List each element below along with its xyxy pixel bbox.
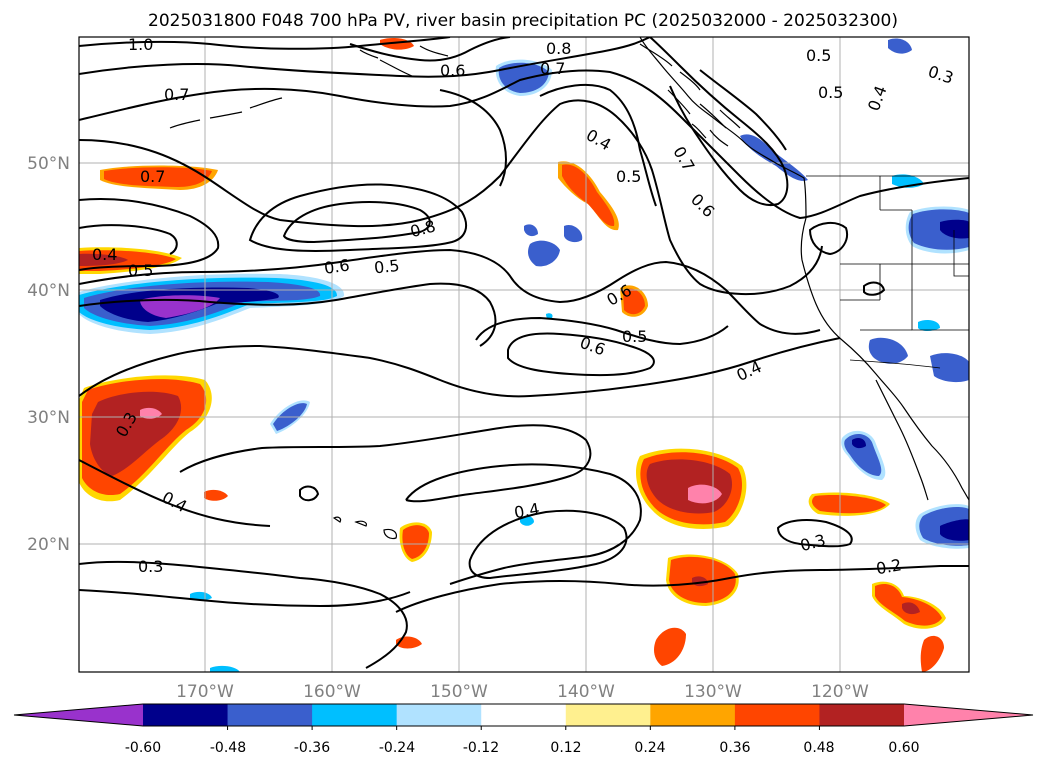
colorbar-segment [396, 704, 482, 726]
precip-positive-west-30n [79, 375, 212, 502]
colorbar-segment [819, 704, 905, 726]
map-frame [78, 36, 970, 673]
contour-label: 0.5 [128, 261, 153, 280]
colorbar-segment [227, 704, 313, 726]
precip-negative-west-us [905, 206, 969, 254]
precip-negative-40n-170w [79, 273, 345, 334]
precip-positive-24n-130w [636, 448, 747, 529]
contour-label: 0.6 [440, 61, 465, 80]
latitude-label: 20°N [27, 535, 70, 555]
contour-label: 0.5 [373, 256, 400, 278]
colorbar-tick-label: -0.12 [463, 740, 499, 756]
colorbar-tick-label: -0.48 [210, 740, 246, 756]
colorbar [13, 703, 1034, 730]
precip-positive-16n-130w [666, 554, 739, 606]
contour-label: 0.8 [546, 39, 571, 58]
latitude-label: 40°N [27, 281, 70, 301]
precip-negative-27n-123w [841, 430, 886, 480]
precip-positive-12n-133w [654, 627, 686, 666]
longitude-label: 120°W [811, 682, 869, 702]
colorbar-ticks: -0.60 -0.48 -0.36 -0.24 -0.12 0.12 0.24 … [125, 740, 920, 756]
colorbar-outline [13, 703, 1034, 727]
contour-label: 0.4 [92, 245, 117, 264]
colorbar-segment [143, 704, 229, 726]
colorbar-segment [312, 704, 398, 726]
colorbar-tick-label: -0.60 [125, 740, 161, 756]
colorbar-tick-label: 0.24 [634, 740, 665, 756]
colorbar-tick-label: -0.24 [379, 740, 415, 756]
colorbar-tick-label: 0.36 [719, 740, 750, 756]
contour-label: 0.7 [540, 59, 565, 78]
contour-label: 0.7 [164, 85, 189, 104]
longitude-label: 170°W [176, 682, 234, 702]
contour-label: 0.6 [323, 255, 351, 277]
precip-negative-coast-bc [740, 134, 808, 181]
contour-label: 0.5 [806, 46, 831, 65]
precip-positive-19n-155w [399, 522, 432, 562]
map-background [79, 37, 969, 672]
contour-label: 0.4 [513, 499, 541, 522]
latitude-label: 50°N [27, 154, 70, 174]
longitude-label: 140°W [557, 682, 615, 702]
colorbar-segment [481, 704, 567, 726]
colorbar-extend-low [14, 704, 143, 726]
contour-label: 0.3 [138, 557, 163, 576]
longitude-label: 130°W [684, 682, 742, 702]
longitude-label: 160°W [303, 682, 361, 702]
figure-title: 2025031800 F048 700 hPa PV, river basin … [148, 11, 898, 31]
contour-label: 0.5 [616, 167, 641, 186]
longitude-axis: 170°W 160°W 150°W 140°W 130°W 120°W [176, 682, 869, 702]
latitude-label: 30°N [27, 408, 70, 428]
colorbar-segment [734, 704, 820, 726]
colorbar-tick-label: -0.36 [294, 740, 330, 756]
precip-positive-23n-120w [808, 492, 890, 516]
colorbar-extend-high [904, 704, 1033, 726]
pv-contours [79, 37, 969, 669]
precip-negative-20n-116w [915, 504, 969, 549]
latitude-axis: 50°N 40°N 30°N 20°N [27, 154, 70, 555]
colorbar-tick-label: 0.60 [888, 740, 919, 756]
precip-negative-43n-145w [524, 224, 583, 267]
political-borders [806, 175, 969, 369]
colorbar-tick-label: 0.48 [803, 740, 834, 756]
precip-fill-layer [79, 38, 969, 672]
longitude-label: 150°W [430, 682, 488, 702]
contour-label: 0.5 [818, 83, 843, 102]
colorbar-tick-label: 0.12 [550, 740, 581, 756]
precip-negative-small [190, 38, 969, 672]
colorbar-segment [650, 704, 736, 726]
precip-positive-40n-137w [620, 285, 648, 317]
precip-positive-15n-115w [872, 581, 946, 629]
precip-positive-48n-140w [558, 161, 619, 231]
contour-label: 0.7 [140, 167, 165, 186]
precip-positive-west-48n [100, 165, 218, 190]
precip-positive-10n-113w [920, 635, 944, 672]
colorbar-segment [565, 704, 651, 726]
contour-label: 1.0 [128, 35, 153, 54]
map-content [79, 37, 969, 672]
contour-label: 0.5 [622, 327, 647, 346]
contour-label: 0.2 [875, 555, 903, 578]
